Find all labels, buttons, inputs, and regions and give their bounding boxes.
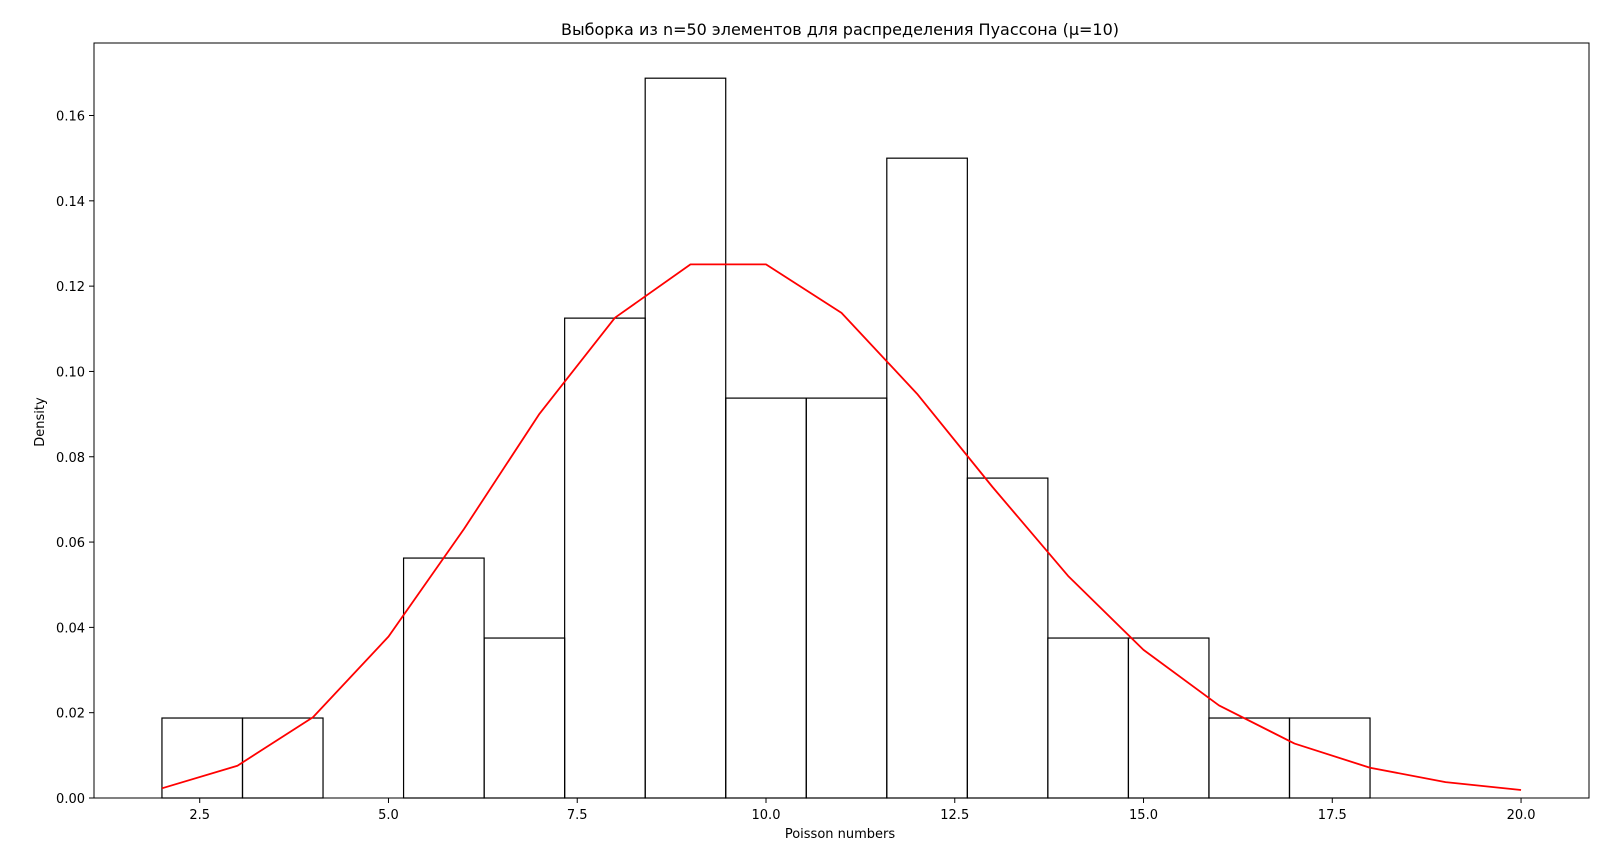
x-tick-label: 15.0	[1129, 808, 1158, 823]
y-axis-label: Density	[33, 397, 48, 447]
histogram-bar	[1127, 637, 1210, 799]
chart-title: Выборка из n=50 элементов для распределе…	[561, 20, 1119, 39]
pmf-curve-layer	[161, 263, 1522, 791]
x-tick-label: 7.5	[567, 808, 588, 823]
histogram-bar	[886, 157, 968, 799]
histogram-bar	[564, 317, 646, 799]
x-tick-label: 20.0	[1507, 808, 1536, 823]
histogram-bar	[725, 397, 807, 799]
x-tick-label: 17.5	[1318, 808, 1347, 823]
y-tick-label: 0.02	[56, 707, 85, 722]
pmf-line	[161, 263, 1522, 791]
y-tick-label: 0.06	[56, 536, 85, 551]
histogram-bar	[1288, 717, 1371, 799]
y-tick-label: 0.00	[56, 792, 85, 807]
y-tick-label: 0.10	[56, 365, 85, 380]
y-tick-label: 0.08	[56, 451, 85, 466]
histogram-bar	[644, 77, 727, 799]
x-tick-label: 10.0	[752, 808, 781, 823]
histogram-bar	[805, 397, 888, 799]
histogram-bar	[1208, 717, 1291, 799]
axes: 2.5 5.0 7.5 10.0 12.5 15.0 17.5 20.0 0.00 0.02 0.0…	[56, 42, 1590, 823]
y-tick-label: 0.04	[56, 621, 85, 636]
y-tick-label: 0.16	[56, 110, 85, 125]
x-tick-label: 12.5	[940, 808, 969, 823]
histogram-bar	[1047, 637, 1130, 799]
x-tick-label: 2.5	[189, 808, 210, 823]
histogram-bar	[161, 717, 244, 799]
y-tick-label: 0.12	[56, 280, 85, 295]
histogram-bars	[161, 77, 1371, 799]
histogram-bar	[402, 557, 485, 799]
histogram-bar	[483, 637, 566, 799]
x-tick-label: 5.0	[378, 808, 399, 823]
plot-frame	[93, 42, 1590, 799]
x-axis-label: Poisson numbers	[785, 827, 896, 842]
y-tick-label: 0.14	[56, 195, 85, 210]
histogram-bar	[241, 717, 324, 799]
histogram-bar	[966, 477, 1049, 799]
